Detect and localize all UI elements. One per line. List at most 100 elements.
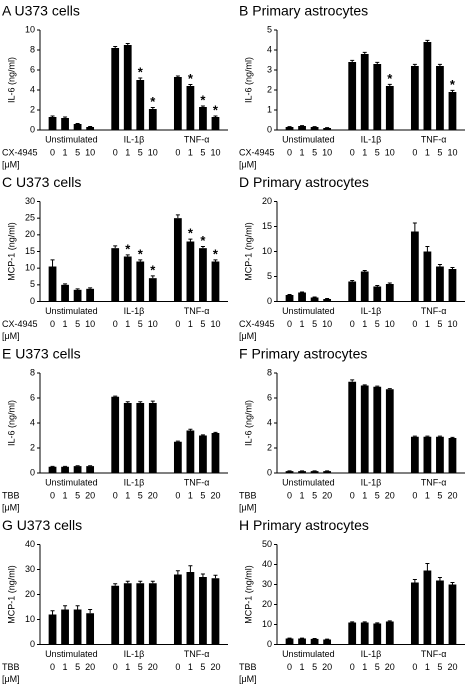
bar bbox=[385, 284, 394, 302]
error-bar bbox=[213, 574, 218, 579]
bar bbox=[61, 466, 69, 473]
x-tick-label: 5 bbox=[200, 147, 205, 157]
bar bbox=[173, 574, 182, 645]
bar bbox=[48, 266, 57, 302]
x-tick-label: 1 bbox=[125, 490, 130, 500]
bar bbox=[410, 231, 419, 302]
x-tick-label: 0 bbox=[175, 662, 180, 672]
x-tick-label: 1 bbox=[188, 147, 193, 157]
error-bar bbox=[138, 580, 143, 584]
bar bbox=[423, 251, 432, 302]
x-tick-label: 10 bbox=[322, 319, 332, 329]
significance-mark: * bbox=[213, 102, 219, 117]
y-tick-label: 30 bbox=[25, 196, 35, 206]
error-bar bbox=[412, 222, 417, 232]
x-tick-label: 5 bbox=[375, 147, 380, 157]
bar bbox=[410, 582, 419, 645]
treatment-label: TBB bbox=[2, 490, 20, 500]
bar bbox=[199, 435, 207, 473]
bar bbox=[360, 271, 369, 302]
x-tick-label: 1 bbox=[425, 662, 430, 672]
bar bbox=[86, 288, 95, 302]
error-bar bbox=[63, 116, 68, 118]
error-bar bbox=[113, 583, 118, 586]
bar bbox=[285, 127, 294, 130]
treatment-label: TBB bbox=[239, 662, 257, 672]
bar bbox=[61, 284, 69, 302]
x-tick-label: 5 bbox=[75, 147, 80, 157]
x-tick-label: 20 bbox=[85, 490, 95, 500]
y-tick-label: 4 bbox=[30, 417, 35, 427]
error-bar bbox=[188, 428, 193, 431]
x-tick-label: 5 bbox=[375, 319, 380, 329]
error-bar bbox=[362, 384, 367, 386]
x-tick-label: 20 bbox=[447, 490, 457, 500]
x-tick-label: 5 bbox=[437, 662, 442, 672]
y-tick-label: 30 bbox=[25, 564, 35, 574]
error-bar bbox=[63, 605, 68, 610]
bar bbox=[48, 614, 57, 645]
group-label: Unstimulated bbox=[45, 134, 98, 144]
x-tick-label: 1 bbox=[362, 490, 367, 500]
x-tick-label: 1 bbox=[63, 147, 68, 157]
y-tick-label: 15 bbox=[262, 221, 272, 231]
bar bbox=[123, 583, 132, 645]
error-bar bbox=[425, 39, 430, 42]
x-tick-label: 5 bbox=[200, 490, 205, 500]
error-bar bbox=[213, 115, 218, 117]
x-tick-label: 0 bbox=[350, 319, 355, 329]
y-tick-label: 20 bbox=[262, 196, 272, 206]
bar bbox=[48, 466, 57, 473]
x-tick-label: 0 bbox=[350, 490, 355, 500]
bar bbox=[111, 48, 120, 130]
y-tick-label: 5 bbox=[267, 271, 272, 281]
error-bar bbox=[450, 582, 455, 585]
significance-mark: * bbox=[450, 77, 456, 92]
significance-mark: * bbox=[150, 94, 156, 109]
x-tick-label: 10 bbox=[85, 147, 95, 157]
bar bbox=[73, 124, 82, 130]
y-tick-label: 4 bbox=[30, 84, 35, 94]
error-bar bbox=[138, 401, 143, 403]
x-tick-label: 0 bbox=[50, 147, 55, 157]
x-tick-label: 5 bbox=[437, 147, 442, 157]
bar bbox=[186, 430, 195, 473]
y-tick-label: 10 bbox=[262, 246, 272, 256]
error-bar bbox=[175, 570, 180, 575]
error-bar bbox=[412, 579, 417, 583]
unit-label: [μM] bbox=[2, 674, 20, 684]
x-tick-label: 5 bbox=[200, 319, 205, 329]
error-bar bbox=[75, 605, 80, 610]
bar bbox=[323, 128, 332, 130]
unit-label: [μM] bbox=[239, 674, 257, 684]
bar bbox=[73, 466, 82, 473]
bar bbox=[186, 572, 195, 645]
x-tick-label: 10 bbox=[148, 319, 158, 329]
bar bbox=[323, 299, 332, 302]
y-axis-label: MCP-1 (ng/ml) bbox=[243, 222, 253, 281]
y-axis-label: MCP-1 (ng/ml) bbox=[6, 222, 16, 281]
error-bar bbox=[287, 294, 292, 295]
error-bar bbox=[437, 63, 442, 66]
error-bar bbox=[437, 577, 442, 581]
x-tick-label: 0 bbox=[175, 490, 180, 500]
error-bar bbox=[175, 440, 180, 442]
y-axis-label: MCP-1 (ng/ml) bbox=[243, 565, 253, 624]
x-tick-label: 10 bbox=[447, 319, 457, 329]
y-tick-label: 2 bbox=[267, 84, 272, 94]
error-bar bbox=[425, 246, 430, 252]
bar bbox=[298, 638, 306, 645]
y-tick-label: 3 bbox=[267, 64, 272, 74]
x-tick-label: 10 bbox=[148, 147, 158, 157]
bar bbox=[73, 609, 82, 645]
error-bar bbox=[437, 264, 442, 267]
y-tick-label: 5 bbox=[267, 24, 272, 34]
y-tick-label: 20 bbox=[25, 589, 35, 599]
x-tick-label: 1 bbox=[425, 490, 430, 500]
error-bar bbox=[425, 435, 430, 437]
bar bbox=[310, 297, 319, 302]
x-tick-label: 5 bbox=[375, 490, 380, 500]
error-bar bbox=[325, 298, 330, 299]
x-tick-label: 0 bbox=[50, 662, 55, 672]
x-tick-label: 10 bbox=[210, 147, 220, 157]
